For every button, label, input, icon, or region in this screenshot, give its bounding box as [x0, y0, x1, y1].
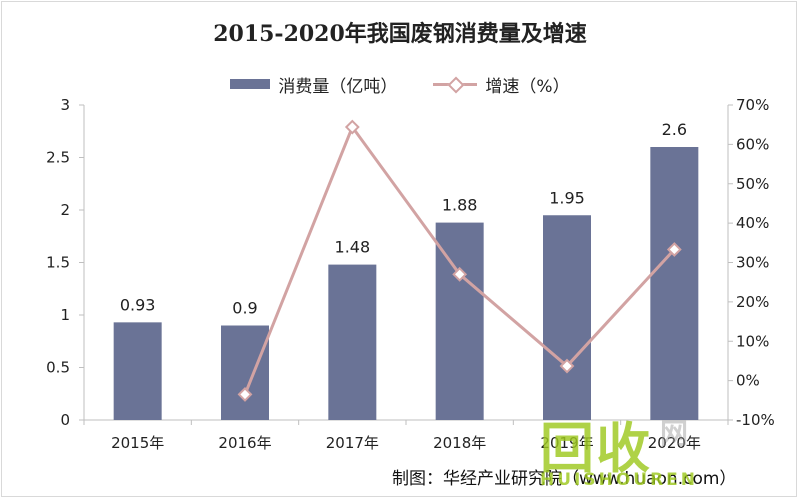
y-right-tick-label: 20%: [736, 293, 769, 311]
x-tick-label: 2016年: [218, 434, 271, 452]
source-note: 制图：华经产业研究院（www.huaon.com）: [392, 469, 737, 489]
y-left-tick-label: 3: [60, 96, 70, 114]
y-right-tick-label: 0%: [736, 372, 760, 390]
bar-value-label: 1.48: [335, 238, 371, 257]
growth-marker: [344, 119, 360, 135]
y-right-tick-label: 70%: [736, 96, 769, 114]
bar-value-label: 1.88: [442, 196, 478, 215]
legend-label-growth: 增速（%）: [485, 76, 570, 97]
legend-item-growth: 增速（%）: [433, 72, 570, 97]
bar: [435, 222, 484, 420]
y-right-tick-label: 50%: [736, 175, 769, 193]
y-right-tick-label: 40%: [736, 214, 769, 232]
growth-marker: [237, 386, 253, 402]
y-left-tick-label: 2: [60, 201, 70, 219]
y-right-tick-label: 30%: [736, 254, 769, 272]
y-left-tick-label: 2.5: [46, 149, 70, 167]
legend-line-swatch: [433, 76, 478, 94]
y-right-tick-label: -10%: [736, 411, 775, 429]
y-left-tick-label: 1: [60, 306, 70, 324]
bar-value-label: 2.6: [662, 120, 687, 139]
bar: [113, 322, 162, 420]
legend-bar-swatch: [230, 79, 271, 89]
x-tick-label: 2019年: [540, 434, 593, 452]
bar-value-label: 1.95: [549, 188, 585, 207]
y-left-tick-label: 0.5: [46, 359, 70, 377]
bar-value-label: 0.9: [232, 299, 257, 318]
bar: [543, 215, 591, 420]
x-tick-label: 2020年: [648, 434, 701, 452]
x-tick-label: 2018年: [433, 434, 486, 452]
chart-title: 2015-2020年我国废钢消费量及增速: [213, 21, 587, 47]
y-left-tick-label: 1.5: [46, 254, 70, 272]
x-tick-label: 2017年: [326, 434, 379, 452]
legend-item-consumption: 消费量（亿吨）: [230, 72, 397, 97]
y-left-tick-label: 0: [60, 411, 70, 429]
bar-value-label: 0.93: [120, 295, 156, 314]
chart-legend: 消费量（亿吨） 增速（%）: [0, 70, 800, 98]
growth-marker: [559, 358, 575, 374]
legend-label-consumption: 消费量（亿吨）: [278, 76, 398, 97]
growth-marker: [666, 242, 682, 257]
y-right-tick-label: 60%: [736, 135, 769, 153]
x-tick-label: 2015年: [111, 434, 164, 452]
growth-marker: [452, 266, 468, 282]
y-right-tick-label: 10%: [736, 332, 769, 350]
bar: [221, 325, 269, 420]
bar: [328, 264, 377, 420]
bar: [650, 147, 699, 420]
